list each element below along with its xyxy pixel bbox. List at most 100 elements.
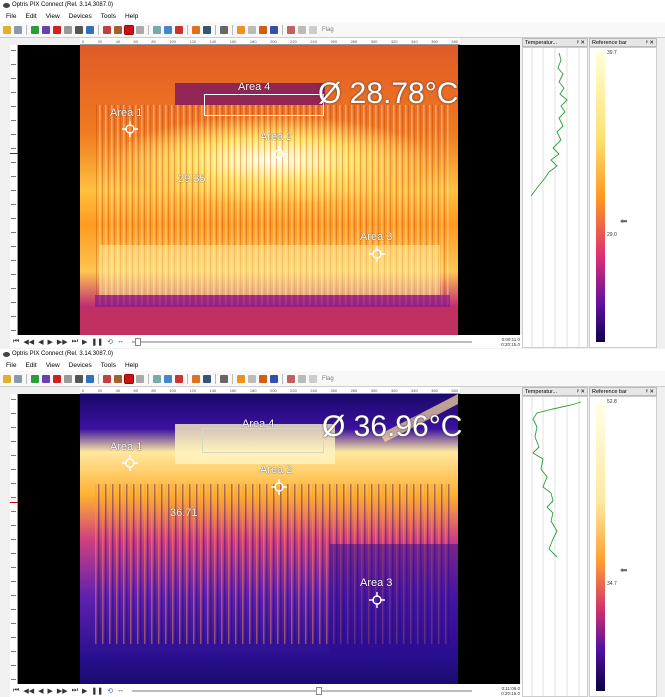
skip-first-icon[interactable]: ⏮ bbox=[13, 686, 20, 694]
tools-icon[interactable] bbox=[220, 374, 228, 383]
camera-icon[interactable] bbox=[75, 374, 83, 383]
area-4-box[interactable] bbox=[204, 94, 324, 116]
flag-button[interactable]: Flag bbox=[322, 26, 334, 33]
open-folder-icon[interactable] bbox=[3, 374, 11, 383]
graph-icon[interactable] bbox=[153, 374, 161, 383]
measure-icon[interactable] bbox=[298, 374, 306, 383]
fast-forward-icon[interactable]: ▶▶ bbox=[56, 338, 68, 346]
chart-icon[interactable] bbox=[164, 374, 172, 383]
step-back-icon[interactable]: ◀ bbox=[38, 338, 44, 346]
area-2-crosshair-icon[interactable] bbox=[271, 479, 287, 495]
thermal-image[interactable] bbox=[80, 394, 458, 684]
record-icon[interactable] bbox=[53, 374, 61, 383]
play-icon[interactable] bbox=[31, 25, 39, 34]
timeline-slider[interactable] bbox=[131, 686, 472, 695]
layout-icon[interactable] bbox=[86, 374, 94, 383]
menu-file[interactable]: File bbox=[6, 13, 17, 20]
close-icon[interactable]: ᵖ ✕ bbox=[645, 389, 654, 395]
list-icon[interactable] bbox=[248, 374, 256, 383]
loop-icon[interactable]: ⟲ bbox=[107, 687, 113, 695]
open-folder-icon[interactable] bbox=[3, 25, 11, 34]
fast-forward-icon[interactable]: ▶▶ bbox=[56, 687, 68, 695]
thermal-viewer[interactable]: Area 4 Ø 28.78°C Area 1 Area 2 29.35 Are… bbox=[18, 45, 520, 335]
area-1-crosshair-icon[interactable] bbox=[122, 121, 138, 137]
palette-active-icon[interactable] bbox=[124, 373, 134, 384]
area-4-box[interactable] bbox=[202, 428, 324, 453]
timeline-knob[interactable] bbox=[135, 337, 142, 346]
menu-tools[interactable]: Tools bbox=[100, 362, 116, 369]
grid-icon[interactable] bbox=[136, 374, 144, 383]
rewind-icon[interactable]: ◀◀ bbox=[23, 338, 35, 346]
histogram2-icon[interactable] bbox=[203, 374, 211, 383]
menu-edit[interactable]: Edit bbox=[25, 13, 37, 20]
scale-icon[interactable]: ↔ bbox=[116, 687, 124, 694]
thermal-image[interactable] bbox=[80, 45, 458, 335]
measure-icon[interactable] bbox=[298, 25, 306, 34]
line-icon[interactable] bbox=[175, 374, 183, 383]
gear-icon[interactable] bbox=[259, 25, 267, 34]
play-icon[interactable] bbox=[31, 374, 39, 383]
histogram-icon[interactable] bbox=[192, 25, 200, 34]
menu-view[interactable]: View bbox=[45, 362, 60, 369]
area-3-crosshair-icon[interactable] bbox=[369, 246, 385, 262]
menu-file[interactable]: File bbox=[6, 362, 17, 369]
flag-button[interactable]: Flag bbox=[322, 375, 334, 382]
camera-icon[interactable] bbox=[75, 25, 83, 34]
pen-icon[interactable] bbox=[309, 25, 317, 34]
close-icon[interactable]: ᵖ ✕ bbox=[576, 40, 585, 46]
save-icon[interactable] bbox=[14, 374, 22, 383]
chart-icon[interactable] bbox=[164, 25, 172, 34]
graph-icon[interactable] bbox=[153, 25, 161, 34]
display-icon[interactable] bbox=[270, 25, 278, 34]
thermometer-icon[interactable] bbox=[237, 374, 245, 383]
timeline-knob[interactable] bbox=[315, 686, 322, 695]
palette-icon[interactable] bbox=[103, 374, 111, 383]
pen-icon[interactable] bbox=[309, 374, 317, 383]
pause-icon[interactable] bbox=[42, 25, 50, 34]
menu-tools[interactable]: Tools bbox=[100, 13, 116, 20]
histogram-icon[interactable] bbox=[192, 374, 200, 383]
histogram2-icon[interactable] bbox=[203, 25, 211, 34]
play-icon[interactable]: ▶ bbox=[81, 338, 88, 346]
skip-first-icon[interactable]: ⏮ bbox=[13, 337, 20, 345]
step-back-icon[interactable]: ◀ bbox=[38, 687, 44, 695]
palette2-icon[interactable] bbox=[114, 374, 122, 383]
menu-help[interactable]: Help bbox=[124, 13, 139, 20]
gear-icon[interactable] bbox=[259, 374, 267, 383]
pause-icon[interactable]: ❚❚ bbox=[91, 338, 104, 346]
save-icon[interactable] bbox=[14, 25, 22, 34]
snapshot-icon[interactable] bbox=[64, 25, 72, 34]
palette-icon[interactable] bbox=[103, 25, 111, 34]
pause-icon[interactable] bbox=[42, 374, 50, 383]
tools-icon[interactable] bbox=[220, 25, 228, 34]
menu-help[interactable]: Help bbox=[124, 362, 139, 369]
menu-devices[interactable]: Devices bbox=[68, 13, 92, 20]
step-forward-icon[interactable]: ▶ bbox=[47, 338, 53, 346]
rewind-icon[interactable]: ◀◀ bbox=[23, 687, 35, 695]
area-1-crosshair-icon[interactable] bbox=[122, 455, 138, 471]
area-3-crosshair-icon[interactable] bbox=[369, 592, 385, 608]
thermometer-icon[interactable] bbox=[237, 25, 245, 34]
timeline-slider[interactable] bbox=[131, 337, 472, 346]
area-2-crosshair-icon[interactable] bbox=[271, 146, 287, 162]
menu-devices[interactable]: Devices bbox=[68, 362, 92, 369]
menu-edit[interactable]: Edit bbox=[25, 362, 37, 369]
snapshot-icon[interactable] bbox=[64, 374, 72, 383]
play-icon[interactable]: ▶ bbox=[81, 687, 88, 695]
thermal-viewer[interactable]: Area 4 Ø 36.96°C Area 1 Area 2 36.71 Are… bbox=[18, 394, 520, 684]
grid-icon[interactable] bbox=[136, 25, 144, 34]
ruler-icon[interactable] bbox=[287, 374, 295, 383]
pause-icon[interactable]: ❚❚ bbox=[91, 687, 104, 695]
palette2-icon[interactable] bbox=[114, 25, 122, 34]
ruler-icon[interactable] bbox=[287, 25, 295, 34]
close-icon[interactable]: ᵖ ✕ bbox=[576, 389, 585, 395]
palette-active-icon[interactable] bbox=[124, 24, 134, 35]
display-icon[interactable] bbox=[270, 374, 278, 383]
record-icon[interactable] bbox=[53, 25, 61, 34]
scale-icon[interactable]: ↔ bbox=[116, 338, 124, 345]
step-forward-icon[interactable]: ▶ bbox=[47, 687, 53, 695]
skip-last-icon[interactable]: ⏭ bbox=[71, 337, 78, 345]
skip-last-icon[interactable]: ⏭ bbox=[71, 686, 78, 694]
line-icon[interactable] bbox=[175, 25, 183, 34]
list-icon[interactable] bbox=[248, 25, 256, 34]
